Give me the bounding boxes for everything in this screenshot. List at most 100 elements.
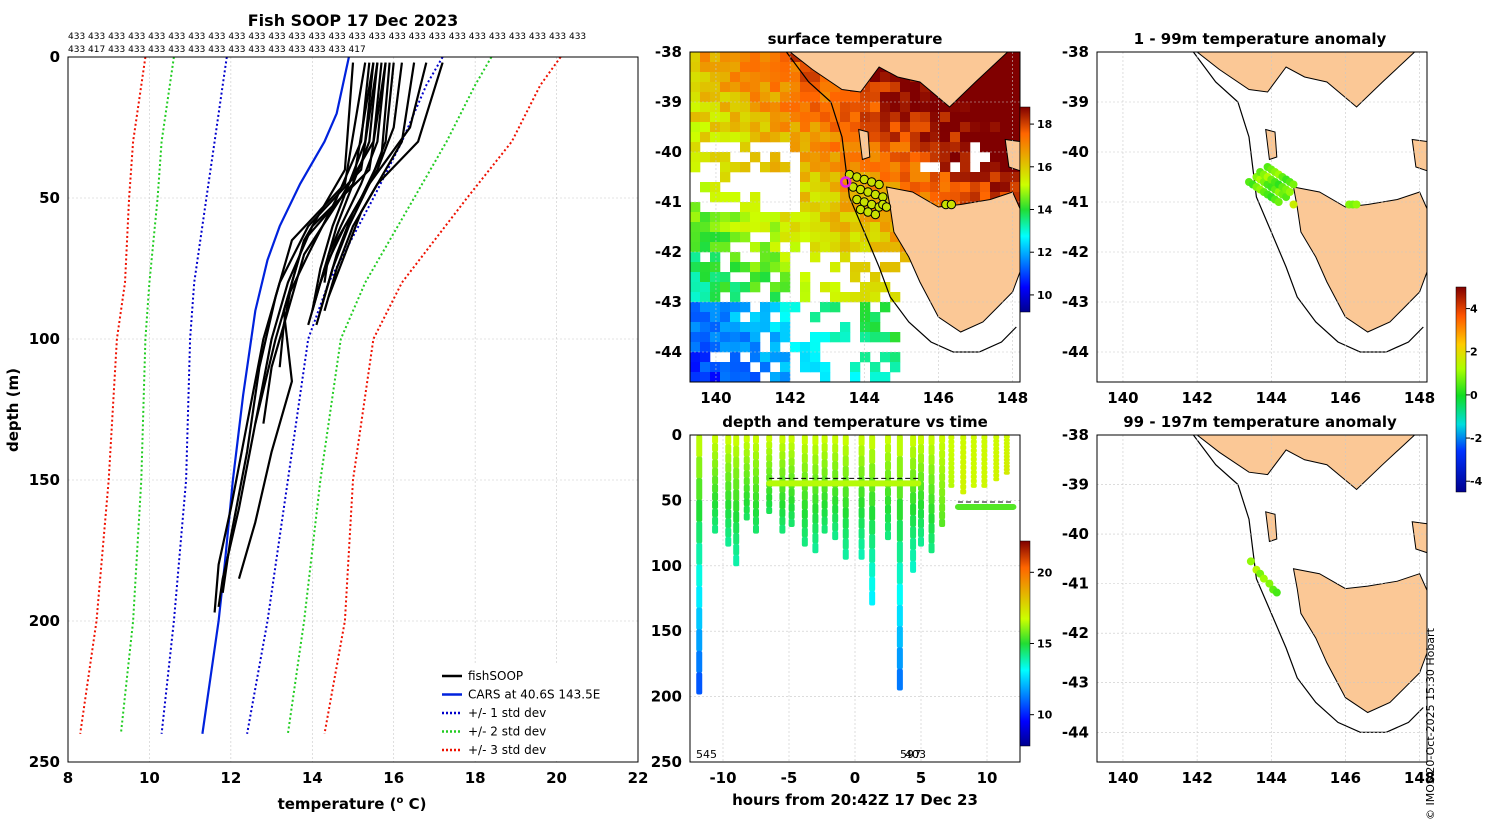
sst-field-cell (810, 342, 821, 353)
sst-field-cell (750, 52, 761, 63)
sst-field-cell (830, 222, 841, 233)
sst-field-cell (790, 122, 801, 133)
timeseries-cast-segment (801, 462, 808, 473)
sst-field-cell (690, 242, 701, 253)
sst-field-cell (730, 212, 741, 223)
profile-xtick-label: 16 (383, 769, 404, 787)
timeseries-cast-segment (918, 453, 924, 464)
imos-timestamp: © IMOS 20-Oct-2025 15:30 Hobart (1424, 628, 1437, 820)
timeseries-cast-segment (779, 508, 786, 518)
sst-field-cell (950, 112, 961, 123)
sst-field-cell (950, 102, 961, 113)
sst-field-cell (890, 132, 901, 143)
sst-field-cell (810, 242, 821, 253)
sst-field-cell (790, 302, 801, 313)
sst-field-cell (950, 122, 961, 133)
sst-field-cell (930, 122, 941, 133)
timeseries-cast-segment (725, 490, 732, 501)
timeseries-cast-segment (948, 443, 955, 449)
timeseries-cast-segment (858, 466, 865, 477)
timeseries-cast-segment (743, 477, 750, 486)
timeseries-cast-segment (696, 478, 703, 501)
sst-field-cell (890, 122, 901, 133)
sst-field-cell (860, 162, 871, 173)
sst-field-cell (700, 372, 711, 382)
sst-field-cell (730, 222, 741, 233)
timeseries-cast-segment (812, 542, 819, 554)
timeseries-cast-segment (753, 459, 759, 469)
sst-field-cell (1000, 112, 1011, 123)
sst-field-cell (760, 62, 771, 73)
sst-field-cell (740, 132, 751, 143)
sst-field-cell (890, 112, 901, 123)
sst-colorbar-ticks: 10 12 14 16 18 (1030, 118, 1053, 302)
timeseries-cast-segment (918, 444, 924, 455)
timeseries-cast-segment (981, 435, 988, 440)
sst-field-cell (970, 112, 981, 123)
anom-upper-axes-box (1096, 51, 1428, 383)
timeseries-annotation-545: 545 (696, 748, 717, 761)
timeseries-cast-segment (743, 463, 750, 471)
sst-field-cell (720, 192, 731, 203)
sst-field-cell (1010, 132, 1020, 143)
sst-field-cell (870, 232, 881, 243)
sst-field-cell (900, 162, 911, 173)
sst-field-cell (700, 112, 711, 123)
sst-field-cell (720, 372, 731, 382)
sst-field-cell (720, 322, 731, 333)
timeseries-cast-segment (993, 435, 1000, 440)
timeseries-cast-segment (981, 439, 988, 445)
timeseries-cast-segment (753, 467, 759, 477)
sst-field-cell (930, 192, 941, 203)
timeseries-cast-segment (733, 544, 740, 556)
sst-xtick-label: 142 (774, 389, 805, 407)
sst-field-cell (910, 132, 921, 143)
sst-field-cell (860, 292, 871, 303)
sst-field-cell (780, 372, 791, 382)
sst-field-cell (870, 312, 881, 323)
sst-field-cell (780, 322, 791, 333)
timeseries-cast-segment (743, 512, 750, 521)
sst-field-cell (690, 222, 701, 233)
sst-field-cell (910, 182, 921, 193)
sst-field-cell (1010, 172, 1020, 183)
sst-field-cell (990, 62, 1001, 73)
timeseries-cast-segment (960, 484, 967, 490)
anomaly-colorbar (1455, 286, 1467, 493)
sst-field-cell (820, 182, 831, 193)
sst-field-cell (960, 132, 971, 143)
timeseries-cast-segment (910, 492, 917, 505)
sst-field-cell (720, 172, 731, 183)
anom-lower-anomaly-point (1246, 557, 1255, 566)
sst-field-cell (700, 232, 711, 243)
timeseries-cast-segment (801, 444, 808, 455)
sst-field-cell (720, 122, 731, 133)
sst-field-cell (920, 152, 931, 163)
sst-field-cell (710, 62, 721, 73)
sst-field-cell (990, 102, 1001, 113)
sst-field-cell (870, 362, 881, 373)
sst-field-cell (810, 172, 821, 183)
sst-field-cell (860, 242, 871, 253)
sst-field-cell (750, 212, 761, 223)
sst-field-cell (980, 142, 991, 153)
timeseries-cast-segment (960, 464, 967, 470)
profile-fishsoop-cast (323, 62, 444, 312)
timeseries-cast-segment (896, 583, 903, 606)
sst-field-cell (960, 162, 971, 173)
timeseries-cast-segment (766, 474, 773, 482)
timeseries-cast-segment (896, 562, 903, 585)
sst-field-cell (690, 312, 701, 323)
timeseries-cast-segment (743, 470, 750, 479)
sst-field-cell (980, 102, 991, 113)
timeseries-cast-segment (981, 469, 988, 475)
timeseries-cast-segment (896, 435, 903, 457)
sst-field-cell (730, 82, 741, 93)
sst-field-cell (820, 282, 831, 293)
anom-upper-anomaly-point (1352, 200, 1361, 209)
sst-field-cell (860, 282, 871, 293)
sst-field-cell (910, 82, 921, 93)
sst-field-cell (900, 132, 911, 143)
sst-field-cell (840, 232, 851, 243)
sst-field-cell (870, 112, 881, 123)
